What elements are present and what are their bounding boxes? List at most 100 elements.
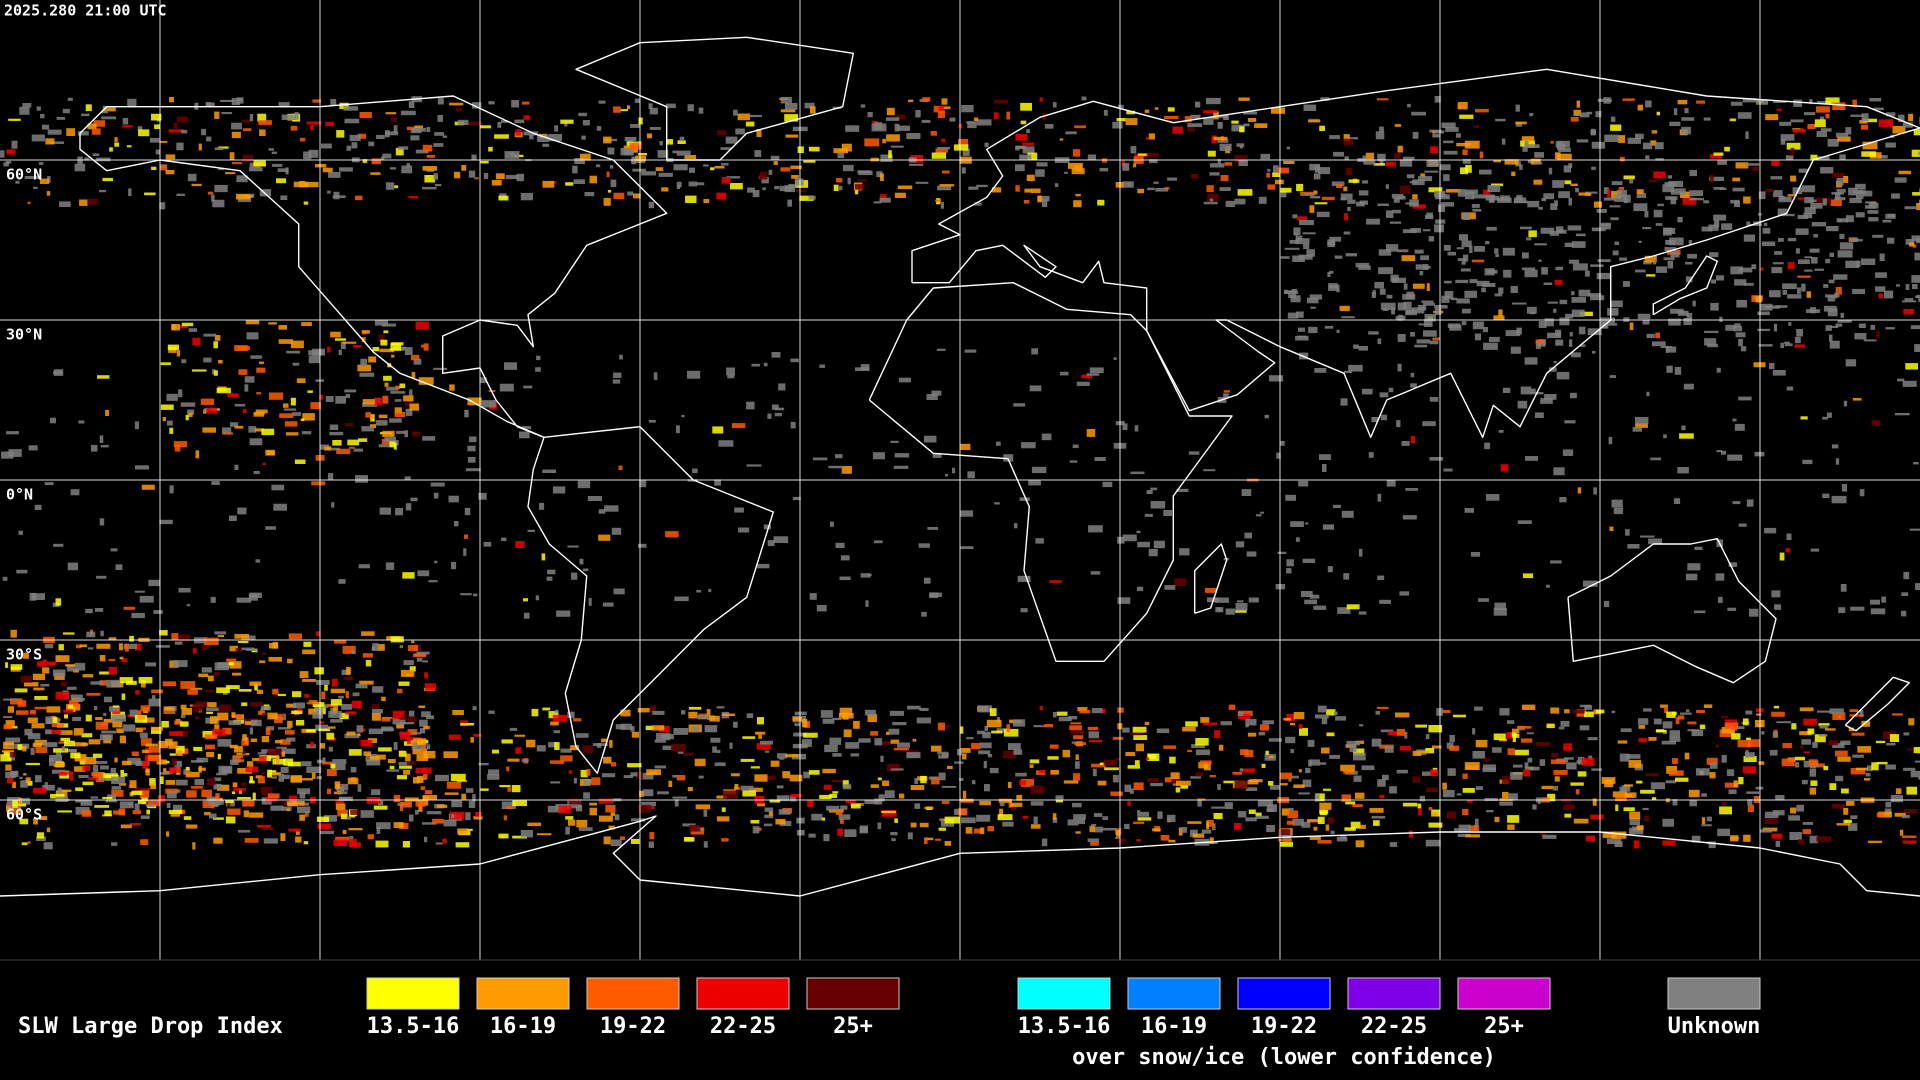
cloud-patch <box>1507 748 1515 756</box>
cloud-patch <box>1308 759 1312 767</box>
cloud-patch <box>1302 232 1316 235</box>
cloud-patch <box>360 740 373 747</box>
cloud-patch <box>16 710 29 715</box>
cloud-patch <box>1626 754 1641 759</box>
cloud-patch <box>1591 768 1602 771</box>
cloud-patch <box>1054 183 1059 187</box>
cloud-patch <box>405 503 412 511</box>
cloud-patch <box>1780 342 1784 348</box>
cloud-patch <box>1797 287 1801 294</box>
cloud-patch <box>1570 183 1578 186</box>
cloud-patch <box>553 730 561 734</box>
cloud-patch <box>108 666 117 675</box>
cloud-patch <box>601 773 616 778</box>
cloud-patch <box>982 731 991 739</box>
cloud-patch <box>1848 727 1854 732</box>
cloud-patch <box>797 146 804 153</box>
cloud-patch <box>1831 444 1839 449</box>
cloud-patch <box>1567 225 1582 231</box>
cloud-patch <box>1852 398 1862 401</box>
cloud-patch <box>1015 134 1028 141</box>
cloud-patch <box>847 177 851 185</box>
cloud-patch <box>1412 750 1422 756</box>
cloud-patch <box>1112 774 1119 783</box>
cloud-patch <box>400 669 415 677</box>
cloud-patch <box>613 588 625 595</box>
cloud-patch <box>672 775 678 778</box>
cloud-patch <box>250 355 262 359</box>
cloud-patch <box>283 408 297 411</box>
cloud-patch <box>84 157 90 161</box>
cloud-patch <box>1689 169 1697 177</box>
cloud-patch <box>19 818 29 825</box>
cloud-patch <box>1122 727 1130 733</box>
cloud-patch <box>1223 114 1229 120</box>
cloud-patch <box>1857 746 1871 753</box>
cloud-patch <box>767 540 775 547</box>
cloud-patch <box>935 199 941 202</box>
cloud-patch <box>658 172 673 177</box>
cloud-patch <box>881 810 897 817</box>
cloud-patch <box>738 527 750 533</box>
legend-label: 22-25 <box>710 1014 776 1039</box>
cloud-patch <box>691 726 699 733</box>
cloud-patch <box>58 644 64 651</box>
cloud-patch <box>1835 192 1841 200</box>
cloud-patch <box>139 732 148 739</box>
cloud-patch <box>1612 791 1627 798</box>
cloud-patch <box>201 128 206 136</box>
cloud-patch <box>1471 552 1481 557</box>
cloud-patch <box>1677 310 1689 316</box>
cloud-patch <box>1716 450 1723 453</box>
cloud-patch <box>1864 778 1871 781</box>
cloud-patch <box>329 431 344 436</box>
cloud-patch <box>1382 774 1389 781</box>
cloud-patch <box>976 119 992 126</box>
cloud-patch <box>1035 169 1045 177</box>
cloud-patch <box>451 561 457 570</box>
cloud-patch <box>29 592 37 601</box>
cloud-patch <box>784 114 799 122</box>
cloud-patch <box>1757 328 1770 331</box>
cloud-patch <box>176 750 183 756</box>
cloud-patch <box>463 548 467 556</box>
cloud-patch <box>381 323 396 327</box>
cloud-patch <box>30 747 35 755</box>
cloud-patch <box>381 156 385 161</box>
cloud-patch <box>1559 497 1567 503</box>
cloud-patch <box>322 167 333 173</box>
cloud-patch <box>1255 514 1262 517</box>
cloud-patch <box>1214 115 1229 118</box>
cloud-patch <box>361 330 370 334</box>
cloud-patch <box>1074 125 1086 129</box>
cloud-patch <box>1280 440 1285 446</box>
cloud-patch <box>1203 722 1217 726</box>
cloud-patch <box>1211 806 1225 809</box>
cloud-patch <box>371 713 381 721</box>
cloud-patch <box>101 110 108 114</box>
cloud-patch <box>1198 762 1208 769</box>
cloud-patch <box>550 760 565 764</box>
cloud-patch <box>332 759 347 764</box>
cloud-patch <box>1493 608 1507 616</box>
cloud-patch <box>5 662 9 668</box>
cloud-patch <box>1778 238 1784 242</box>
cloud-patch <box>1508 793 1518 800</box>
cloud-patch <box>82 765 91 771</box>
cloud-patch <box>93 706 98 711</box>
cloud-patch <box>716 816 730 822</box>
cloud-patch <box>218 359 223 364</box>
cloud-patch <box>306 766 322 773</box>
cloud-patch <box>434 560 438 564</box>
cloud-patch <box>542 707 551 711</box>
cloud-patch <box>1820 116 1824 121</box>
cloud-patch <box>1290 295 1301 303</box>
cloud-patch <box>1795 248 1800 254</box>
cloud-patch <box>82 674 94 678</box>
cloud-patch <box>1790 147 1795 156</box>
cloud-patch <box>212 728 226 737</box>
cloud-patch <box>1270 784 1280 790</box>
cloud-patch <box>928 776 938 780</box>
cloud-patch <box>1313 605 1327 610</box>
cloud-patch <box>971 780 976 785</box>
